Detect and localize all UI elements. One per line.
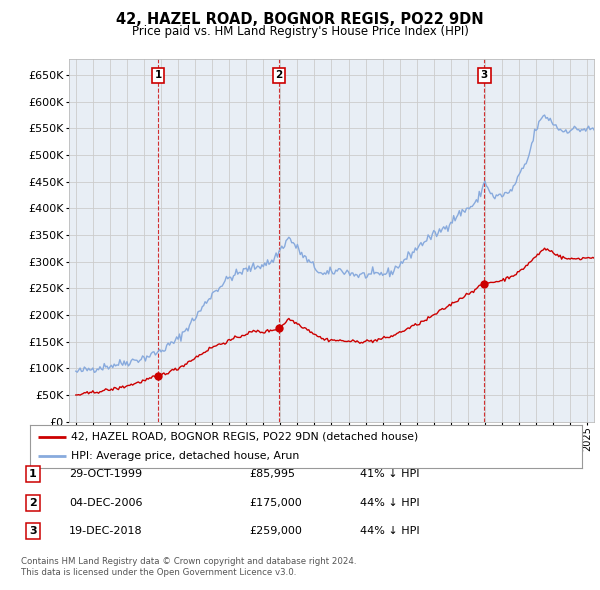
Text: 44% ↓ HPI: 44% ↓ HPI <box>360 526 419 536</box>
Text: £259,000: £259,000 <box>249 526 302 536</box>
Text: 1: 1 <box>29 470 37 479</box>
Text: 2: 2 <box>275 70 283 80</box>
Text: 41% ↓ HPI: 41% ↓ HPI <box>360 470 419 479</box>
Text: 44% ↓ HPI: 44% ↓ HPI <box>360 498 419 507</box>
Text: 29-OCT-1999: 29-OCT-1999 <box>69 470 142 479</box>
Text: This data is licensed under the Open Government Licence v3.0.: This data is licensed under the Open Gov… <box>21 568 296 577</box>
Text: 19-DEC-2018: 19-DEC-2018 <box>69 526 143 536</box>
Text: 3: 3 <box>29 526 37 536</box>
Text: Contains HM Land Registry data © Crown copyright and database right 2024.: Contains HM Land Registry data © Crown c… <box>21 558 356 566</box>
Text: 2: 2 <box>29 498 37 507</box>
Text: 1: 1 <box>155 70 162 80</box>
Text: £85,995: £85,995 <box>249 470 295 479</box>
Text: Price paid vs. HM Land Registry's House Price Index (HPI): Price paid vs. HM Land Registry's House … <box>131 25 469 38</box>
Text: 42, HAZEL ROAD, BOGNOR REGIS, PO22 9DN: 42, HAZEL ROAD, BOGNOR REGIS, PO22 9DN <box>116 12 484 27</box>
Text: HPI: Average price, detached house, Arun: HPI: Average price, detached house, Arun <box>71 451 299 461</box>
Text: 04-DEC-2006: 04-DEC-2006 <box>69 498 143 507</box>
Text: £175,000: £175,000 <box>249 498 302 507</box>
Text: 3: 3 <box>481 70 488 80</box>
Text: 42, HAZEL ROAD, BOGNOR REGIS, PO22 9DN (detached house): 42, HAZEL ROAD, BOGNOR REGIS, PO22 9DN (… <box>71 432 419 442</box>
